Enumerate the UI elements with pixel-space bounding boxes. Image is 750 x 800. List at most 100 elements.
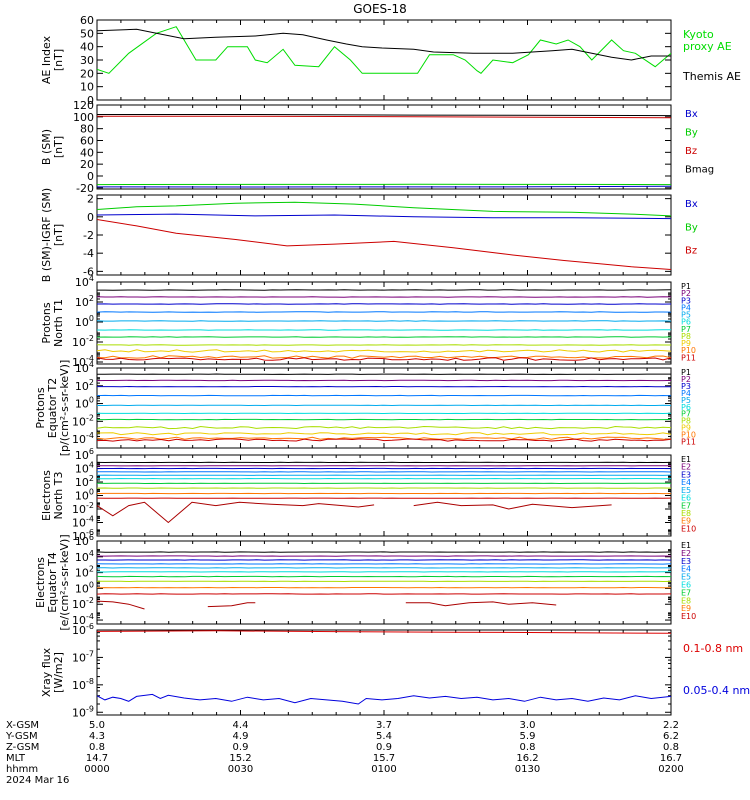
y-tick-label: 10-4 bbox=[72, 431, 94, 446]
series-line-by bbox=[97, 201, 671, 217]
x-row-value: 16.7 bbox=[660, 753, 682, 764]
panel-frame bbox=[96, 454, 672, 537]
x-row-value: 15.7 bbox=[373, 753, 395, 764]
legend-e6: E6 bbox=[681, 494, 691, 503]
tick-base: 10 bbox=[75, 535, 89, 548]
tick-base: 10 bbox=[75, 476, 89, 489]
tick-base: 10 bbox=[72, 598, 86, 611]
tick-exponent: -9 bbox=[86, 704, 94, 713]
tick-exponent: 4 bbox=[89, 461, 94, 470]
y-axis-label: North T1 bbox=[52, 299, 65, 347]
series-line-bx bbox=[97, 185, 671, 188]
x-row-value: 0030 bbox=[228, 764, 253, 775]
y-tick-label: 10 bbox=[80, 81, 94, 94]
legend-bx: Bx bbox=[685, 199, 698, 210]
legend-p10: P10 bbox=[681, 346, 696, 355]
series-line-p8 bbox=[97, 425, 671, 430]
legend-e2: E2 bbox=[681, 549, 691, 558]
tick-exponent: 2 bbox=[89, 474, 94, 483]
x-row-value: 0.9 bbox=[376, 742, 392, 753]
legend-e3: E3 bbox=[681, 470, 691, 479]
x-row-value: 0130 bbox=[515, 764, 540, 775]
tick-base: 10 bbox=[72, 503, 86, 516]
legend-p2: P2 bbox=[681, 375, 691, 384]
x-row-value: 3.0 bbox=[520, 720, 536, 731]
y-tick-label: 104 bbox=[75, 274, 94, 289]
legend-p2: P2 bbox=[681, 289, 691, 298]
y-axis-label: B (SM)-IGRF (SM) bbox=[40, 188, 53, 282]
tick-base: 10 bbox=[72, 651, 86, 664]
x-row-value: 5.9 bbox=[520, 731, 536, 742]
legend-p8: P8 bbox=[681, 332, 691, 341]
y-tick-label: 2 bbox=[87, 193, 94, 206]
y-tick-label: 20 bbox=[80, 158, 94, 171]
y-tick-label: -20 bbox=[76, 182, 94, 195]
y-tick-label: 80 bbox=[80, 123, 94, 136]
legend-e10: E10 bbox=[681, 612, 696, 621]
y-tick-label: 102 bbox=[75, 565, 94, 580]
tick-exponent: -4 bbox=[86, 515, 94, 524]
y-axis-label: Xray flux bbox=[40, 647, 53, 697]
legend-e5: E5 bbox=[681, 573, 691, 582]
tick-base: 10 bbox=[72, 614, 86, 627]
legend-bx: Bx bbox=[685, 109, 698, 120]
x-row-value: 0100 bbox=[371, 764, 396, 775]
y-tick-label: 100 bbox=[73, 111, 94, 124]
legend-e4: E4 bbox=[681, 478, 691, 487]
y-tick-label: 106 bbox=[75, 533, 94, 548]
x-row-value: 16.2 bbox=[516, 753, 538, 764]
series-line-p11 bbox=[97, 438, 671, 442]
y-tick-label: 20 bbox=[80, 67, 94, 80]
series-line-p10 bbox=[97, 436, 671, 440]
tick-base: 10 bbox=[72, 356, 86, 369]
tick-exponent: -4 bbox=[86, 612, 94, 621]
y-axis-label: Equator T4 bbox=[46, 552, 59, 612]
x-row-value: 0.8 bbox=[89, 742, 105, 753]
y-axis-label: Electrons bbox=[34, 557, 47, 608]
y-axis-label: [p/(cm²-s-sr-keV)] bbox=[58, 360, 71, 457]
series-line-e10-low bbox=[97, 501, 375, 524]
legend-e8: E8 bbox=[681, 596, 691, 605]
tick-base: 10 bbox=[75, 449, 89, 462]
y-tick-label: 10-9 bbox=[72, 704, 94, 719]
tick-base: 10 bbox=[75, 551, 89, 564]
tick-base: 10 bbox=[75, 582, 89, 595]
x-row-value: 4.9 bbox=[233, 731, 249, 742]
x-row-label: MLT bbox=[6, 753, 26, 764]
y-tick-label: 10-7 bbox=[72, 649, 94, 664]
legend-e8: E8 bbox=[681, 509, 691, 518]
x-row-label: Z-GSM bbox=[6, 742, 39, 753]
legend-p7: P7 bbox=[681, 410, 691, 419]
panel-b_igrf: -6 -4 -2 0 2 B (SM)-IGRF (SM) [nT] Bx By Bz bbox=[40, 188, 698, 282]
series-line-bx bbox=[97, 213, 671, 220]
legend-p11: P11 bbox=[681, 438, 696, 447]
x-axis-table: X-GSM 5.0 4.4 3.7 3.0 2.2 Y-GSM 4.3 4.9 5.4 5.9 6.2… bbox=[5, 720, 684, 786]
series-line-p11 bbox=[97, 357, 671, 361]
y-axis-label: [e/(cm²-s-sr-keV)] bbox=[58, 534, 71, 630]
legend-p5: P5 bbox=[681, 311, 691, 320]
y-tick-label: 10-4 bbox=[72, 612, 94, 627]
y-tick-label: 104 bbox=[75, 549, 94, 564]
legend-kyoto: Kyoto bbox=[683, 28, 714, 41]
legend-xray-short: 0.05-0.4 nm bbox=[683, 684, 750, 697]
tick-exponent: 4 bbox=[89, 274, 94, 283]
tick-base: 10 bbox=[75, 380, 89, 393]
legend-p3: P3 bbox=[681, 382, 691, 391]
series-line-e10-low bbox=[413, 501, 612, 510]
x-row-value: 5.0 bbox=[89, 720, 105, 731]
series-line-bmag bbox=[97, 114, 671, 117]
x-row-label: X-GSM bbox=[6, 720, 39, 731]
series-line-e10-low bbox=[97, 600, 145, 610]
y-tick-label: 100 bbox=[75, 488, 94, 503]
panel-frame bbox=[96, 194, 672, 276]
y-axis-label: AE Index bbox=[40, 35, 53, 84]
tick-exponent: -2 bbox=[86, 334, 94, 343]
legend-p1: P1 bbox=[681, 282, 691, 291]
tick-base: 10 bbox=[75, 567, 89, 580]
legend-e3: E3 bbox=[681, 557, 691, 566]
tick-base: 10 bbox=[72, 624, 86, 637]
